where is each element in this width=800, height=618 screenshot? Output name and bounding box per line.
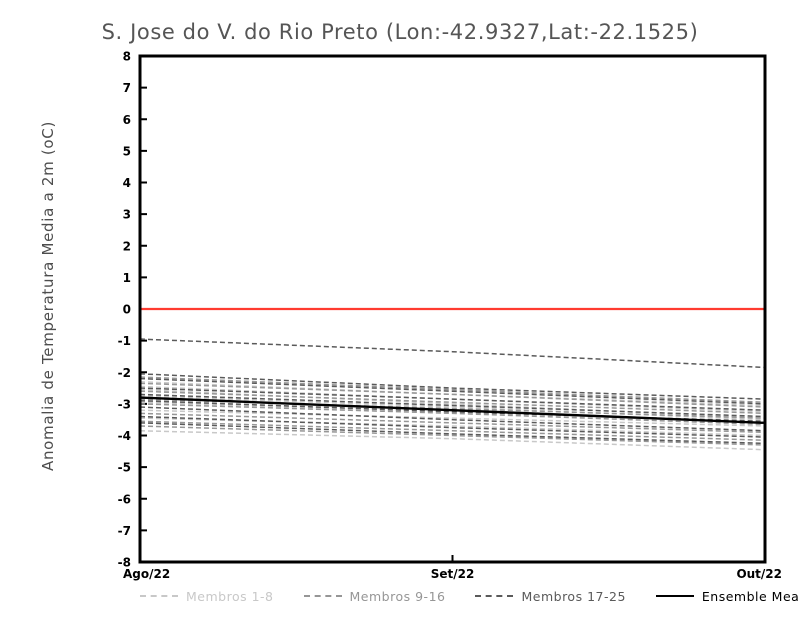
y-tick-label: -2 <box>118 366 131 380</box>
y-tick-label: -3 <box>118 397 131 411</box>
y-tick-label: 5 <box>123 144 131 158</box>
member-line <box>139 382 766 408</box>
member-line <box>139 425 766 446</box>
member-line <box>139 409 766 427</box>
chart-legend: Membros 1-8 Membros 9-16 Membros 17-25 Ense… <box>140 586 800 606</box>
chart-title: S. Jose do V. do Rio Preto (Lon:-42.9327… <box>101 20 699 44</box>
legend-item: Membros 9-16 <box>303 588 446 604</box>
legend-swatch <box>140 595 178 597</box>
y-tick-label: 6 <box>123 113 131 127</box>
member-line <box>139 412 766 434</box>
member-line <box>139 377 766 405</box>
legend-label: Membros 9-16 <box>349 588 446 604</box>
legend-swatch <box>303 595 342 597</box>
y-tick-label: 3 <box>123 208 131 222</box>
y-tick-label: 4 <box>123 176 131 190</box>
y-tick-label: 2 <box>123 239 131 253</box>
member-line <box>139 387 766 411</box>
member-line <box>139 393 766 418</box>
member-line <box>139 430 766 451</box>
series-lines <box>139 338 766 451</box>
y-tick-label: -7 <box>118 524 131 538</box>
member-line <box>139 422 766 445</box>
legend-label: Membros 1-8 <box>186 588 274 604</box>
y-tick-label: -6 <box>118 492 131 506</box>
legend-item: Ensemble Mean <box>655 588 800 604</box>
y-tick-label: 8 <box>123 50 131 64</box>
y-axis-label: Anomalia de Temperatura Media a 2m (oC) <box>39 121 57 471</box>
member-line <box>139 403 766 426</box>
member-line <box>139 338 766 369</box>
plot-frame <box>138 54 767 564</box>
member-line <box>139 415 766 438</box>
x-tick-label: Out/22 <box>736 567 782 581</box>
legend-item: Membros 1-8 <box>140 589 274 604</box>
member-line <box>139 376 766 404</box>
y-tick-label: 0 <box>123 303 131 317</box>
legend-label: Ensemble Mean <box>701 588 800 604</box>
y-tick-label: -1 <box>118 334 131 348</box>
legend-swatch <box>655 595 694 597</box>
legend-swatch <box>475 595 514 597</box>
legend-label: Membros 17-25 <box>521 588 626 604</box>
x-tick-label: Ago/22 <box>123 567 170 581</box>
y-tick-label: -4 <box>118 429 131 443</box>
member-line <box>139 406 766 432</box>
x-axis-ticks: Ago/22 Set/22 Out/22 <box>123 555 782 581</box>
member-line <box>139 420 766 441</box>
ensemble-mean-line <box>139 396 766 425</box>
member-line <box>139 390 766 415</box>
member-line <box>139 373 766 400</box>
y-tick-label: -8 <box>118 556 131 570</box>
y-tick-label: 7 <box>123 81 131 95</box>
x-tick-label: Set/22 <box>431 567 475 581</box>
legend-item: Membros 17-25 <box>475 589 625 604</box>
y-tick-label: -5 <box>118 461 131 475</box>
y-tick-label: 1 <box>123 271 131 285</box>
